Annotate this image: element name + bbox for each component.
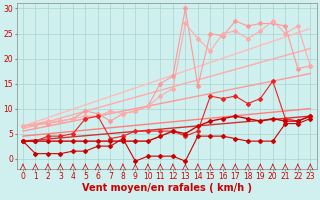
X-axis label: Vent moyen/en rafales ( km/h ): Vent moyen/en rafales ( km/h ): [82, 183, 252, 193]
